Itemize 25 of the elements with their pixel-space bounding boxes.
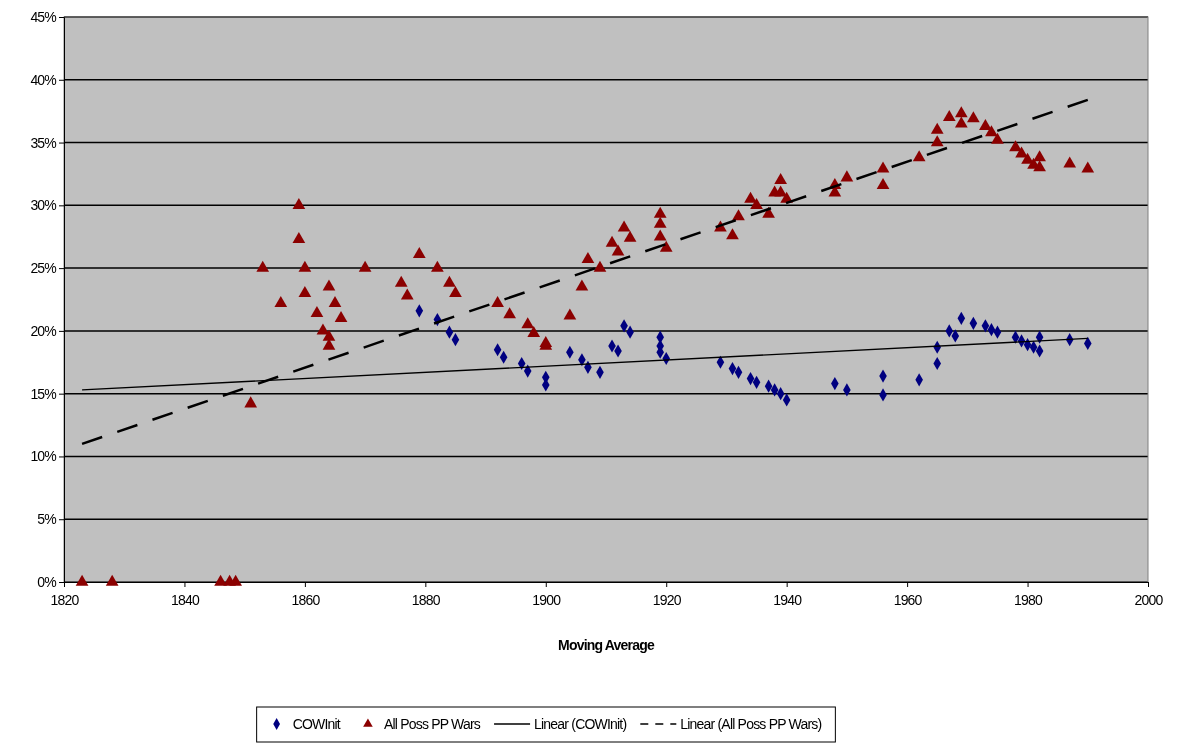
y-tick-label: 15% [30,385,57,402]
y-tick-label: 45% [30,8,57,25]
y-tick-label: 10% [30,448,57,465]
x-tick-label: 1980 [1014,592,1044,609]
legend-label: COWInit [292,716,341,732]
legend-label: Linear (COWInit) [534,716,627,732]
x-tick-label: 1860 [291,592,321,609]
x-tick-label: 1940 [773,592,803,609]
y-tick-label: 0% [37,573,57,590]
x-tick-label: 2000 [1134,592,1164,609]
x-axis-title: Moving Average [558,637,655,653]
x-tick-label: 1900 [532,592,562,609]
y-tick-label: 35% [30,134,57,151]
y-tick-label: 30% [30,197,57,214]
legend-label: Linear (All Poss PP Wars) [680,716,822,732]
x-tick-label: 1880 [411,592,441,609]
x-tick-label: 1820 [50,592,80,609]
y-tick-label: 5% [37,511,57,528]
y-tick-label: 20% [30,322,57,339]
legend-label: All Poss PP Wars [383,716,481,732]
x-tick-label: 1920 [652,592,682,609]
y-tick-label: 40% [30,71,57,88]
x-tick-label: 1840 [170,592,200,609]
y-tick-label: 25% [30,260,57,277]
x-tick-label: 1960 [893,592,923,609]
